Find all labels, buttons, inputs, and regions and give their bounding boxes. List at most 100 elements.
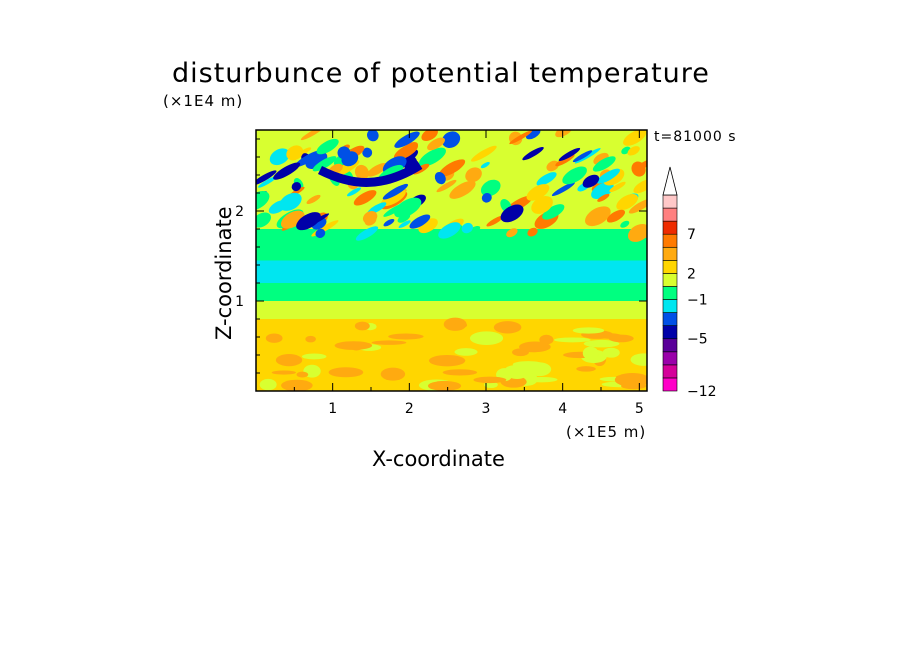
field-blob (383, 218, 395, 227)
field-blob (428, 355, 466, 367)
field-blob (441, 131, 461, 148)
field-blob (438, 159, 466, 177)
field-blob (281, 379, 313, 391)
field-blob (308, 213, 330, 226)
field-blob (602, 347, 620, 358)
field-blob (394, 131, 420, 148)
field-band-3 (256, 260, 647, 283)
field-blob (524, 346, 542, 353)
colorbar-segment (662, 194, 678, 209)
field-blob (596, 168, 620, 184)
field-blob (362, 211, 378, 224)
field-blob (454, 322, 468, 329)
field-blob (393, 143, 418, 160)
colorbar-label: 2 (687, 266, 696, 282)
field-blob (558, 147, 581, 162)
field-blob (509, 130, 533, 145)
field-streak (317, 161, 423, 187)
field-blob (305, 335, 316, 343)
chart-title: disturbunce of potential temperature (172, 58, 710, 89)
field-blob (388, 333, 424, 340)
field-blob (275, 354, 303, 367)
colorbar-segment (662, 351, 678, 366)
field-blob (465, 167, 482, 183)
field-blob (522, 146, 544, 161)
field-blob (454, 348, 478, 356)
field-blob (542, 204, 565, 220)
field-blob (436, 179, 457, 193)
field-blob (312, 156, 337, 172)
field-blob (572, 150, 593, 163)
colorbar-segment (662, 377, 678, 392)
colorbar-segment (662, 364, 678, 379)
field-blob (362, 147, 373, 158)
field-blob (300, 130, 326, 141)
field-blob (483, 381, 498, 389)
field-blob (427, 137, 445, 151)
colorbar-segment (662, 325, 678, 340)
field-blob (582, 174, 600, 188)
field-blob (380, 367, 406, 381)
field-blob (366, 162, 388, 177)
colorbar-label: −5 (687, 332, 708, 348)
field-blob (397, 213, 411, 223)
field-blob (597, 193, 610, 202)
x-axis-label: X-coordinate (372, 447, 505, 471)
field-blob (525, 130, 541, 140)
field-blob (286, 145, 304, 161)
field-blob (471, 145, 497, 162)
colorbar-label: −12 (687, 384, 717, 400)
field-blob (606, 209, 626, 223)
colorbar-segment (662, 299, 678, 313)
x-axis-unit: (×1E5 m) (566, 423, 647, 441)
field-blob (614, 372, 647, 387)
field-blob (355, 226, 379, 241)
field-blob (585, 206, 611, 227)
field-blob (353, 190, 377, 206)
field-blob (551, 182, 575, 197)
x-axis: 1 2 3 4 5 (293, 130, 644, 417)
field-blob (259, 378, 277, 391)
time-annotation: t=81000 s (654, 129, 737, 145)
field-blob (381, 189, 406, 207)
field-blob (473, 376, 507, 384)
field-blob (583, 339, 620, 348)
field-blob (627, 224, 647, 242)
field-blob (315, 228, 326, 238)
field-blob (461, 222, 473, 234)
field-band-2 (256, 283, 647, 301)
field-blob (592, 156, 616, 172)
field-blob (623, 130, 647, 146)
field-blob (531, 196, 553, 214)
field-blob (258, 176, 277, 188)
field-blob (421, 130, 438, 142)
field-blob (438, 222, 461, 239)
field-blob (341, 151, 359, 167)
field-blob (609, 181, 626, 193)
field-blob (486, 215, 504, 227)
field-plot (256, 130, 647, 391)
x-tick-label: 5 (635, 401, 644, 417)
field-blob (616, 194, 639, 211)
field-blob (506, 228, 518, 238)
field-blob (347, 187, 361, 197)
field-blob (481, 192, 492, 203)
colorbar-segment (662, 220, 678, 235)
y-tick-label: 2 (235, 204, 244, 220)
field-blob (555, 130, 573, 138)
field-blob (409, 214, 431, 229)
x-tick-label: 2 (405, 401, 414, 417)
field-blob (582, 346, 599, 360)
field-blob (539, 334, 554, 345)
field-blob (493, 321, 522, 334)
colorbar-segment (662, 338, 678, 353)
field-blob (268, 200, 288, 214)
field-blob (527, 227, 538, 237)
colorbar-segment (662, 286, 678, 300)
field-blob (269, 148, 290, 166)
field-blob (354, 321, 370, 331)
field-blob (469, 331, 504, 346)
field-blob (500, 204, 524, 223)
field-blob (630, 353, 647, 366)
field-blob (301, 353, 327, 360)
